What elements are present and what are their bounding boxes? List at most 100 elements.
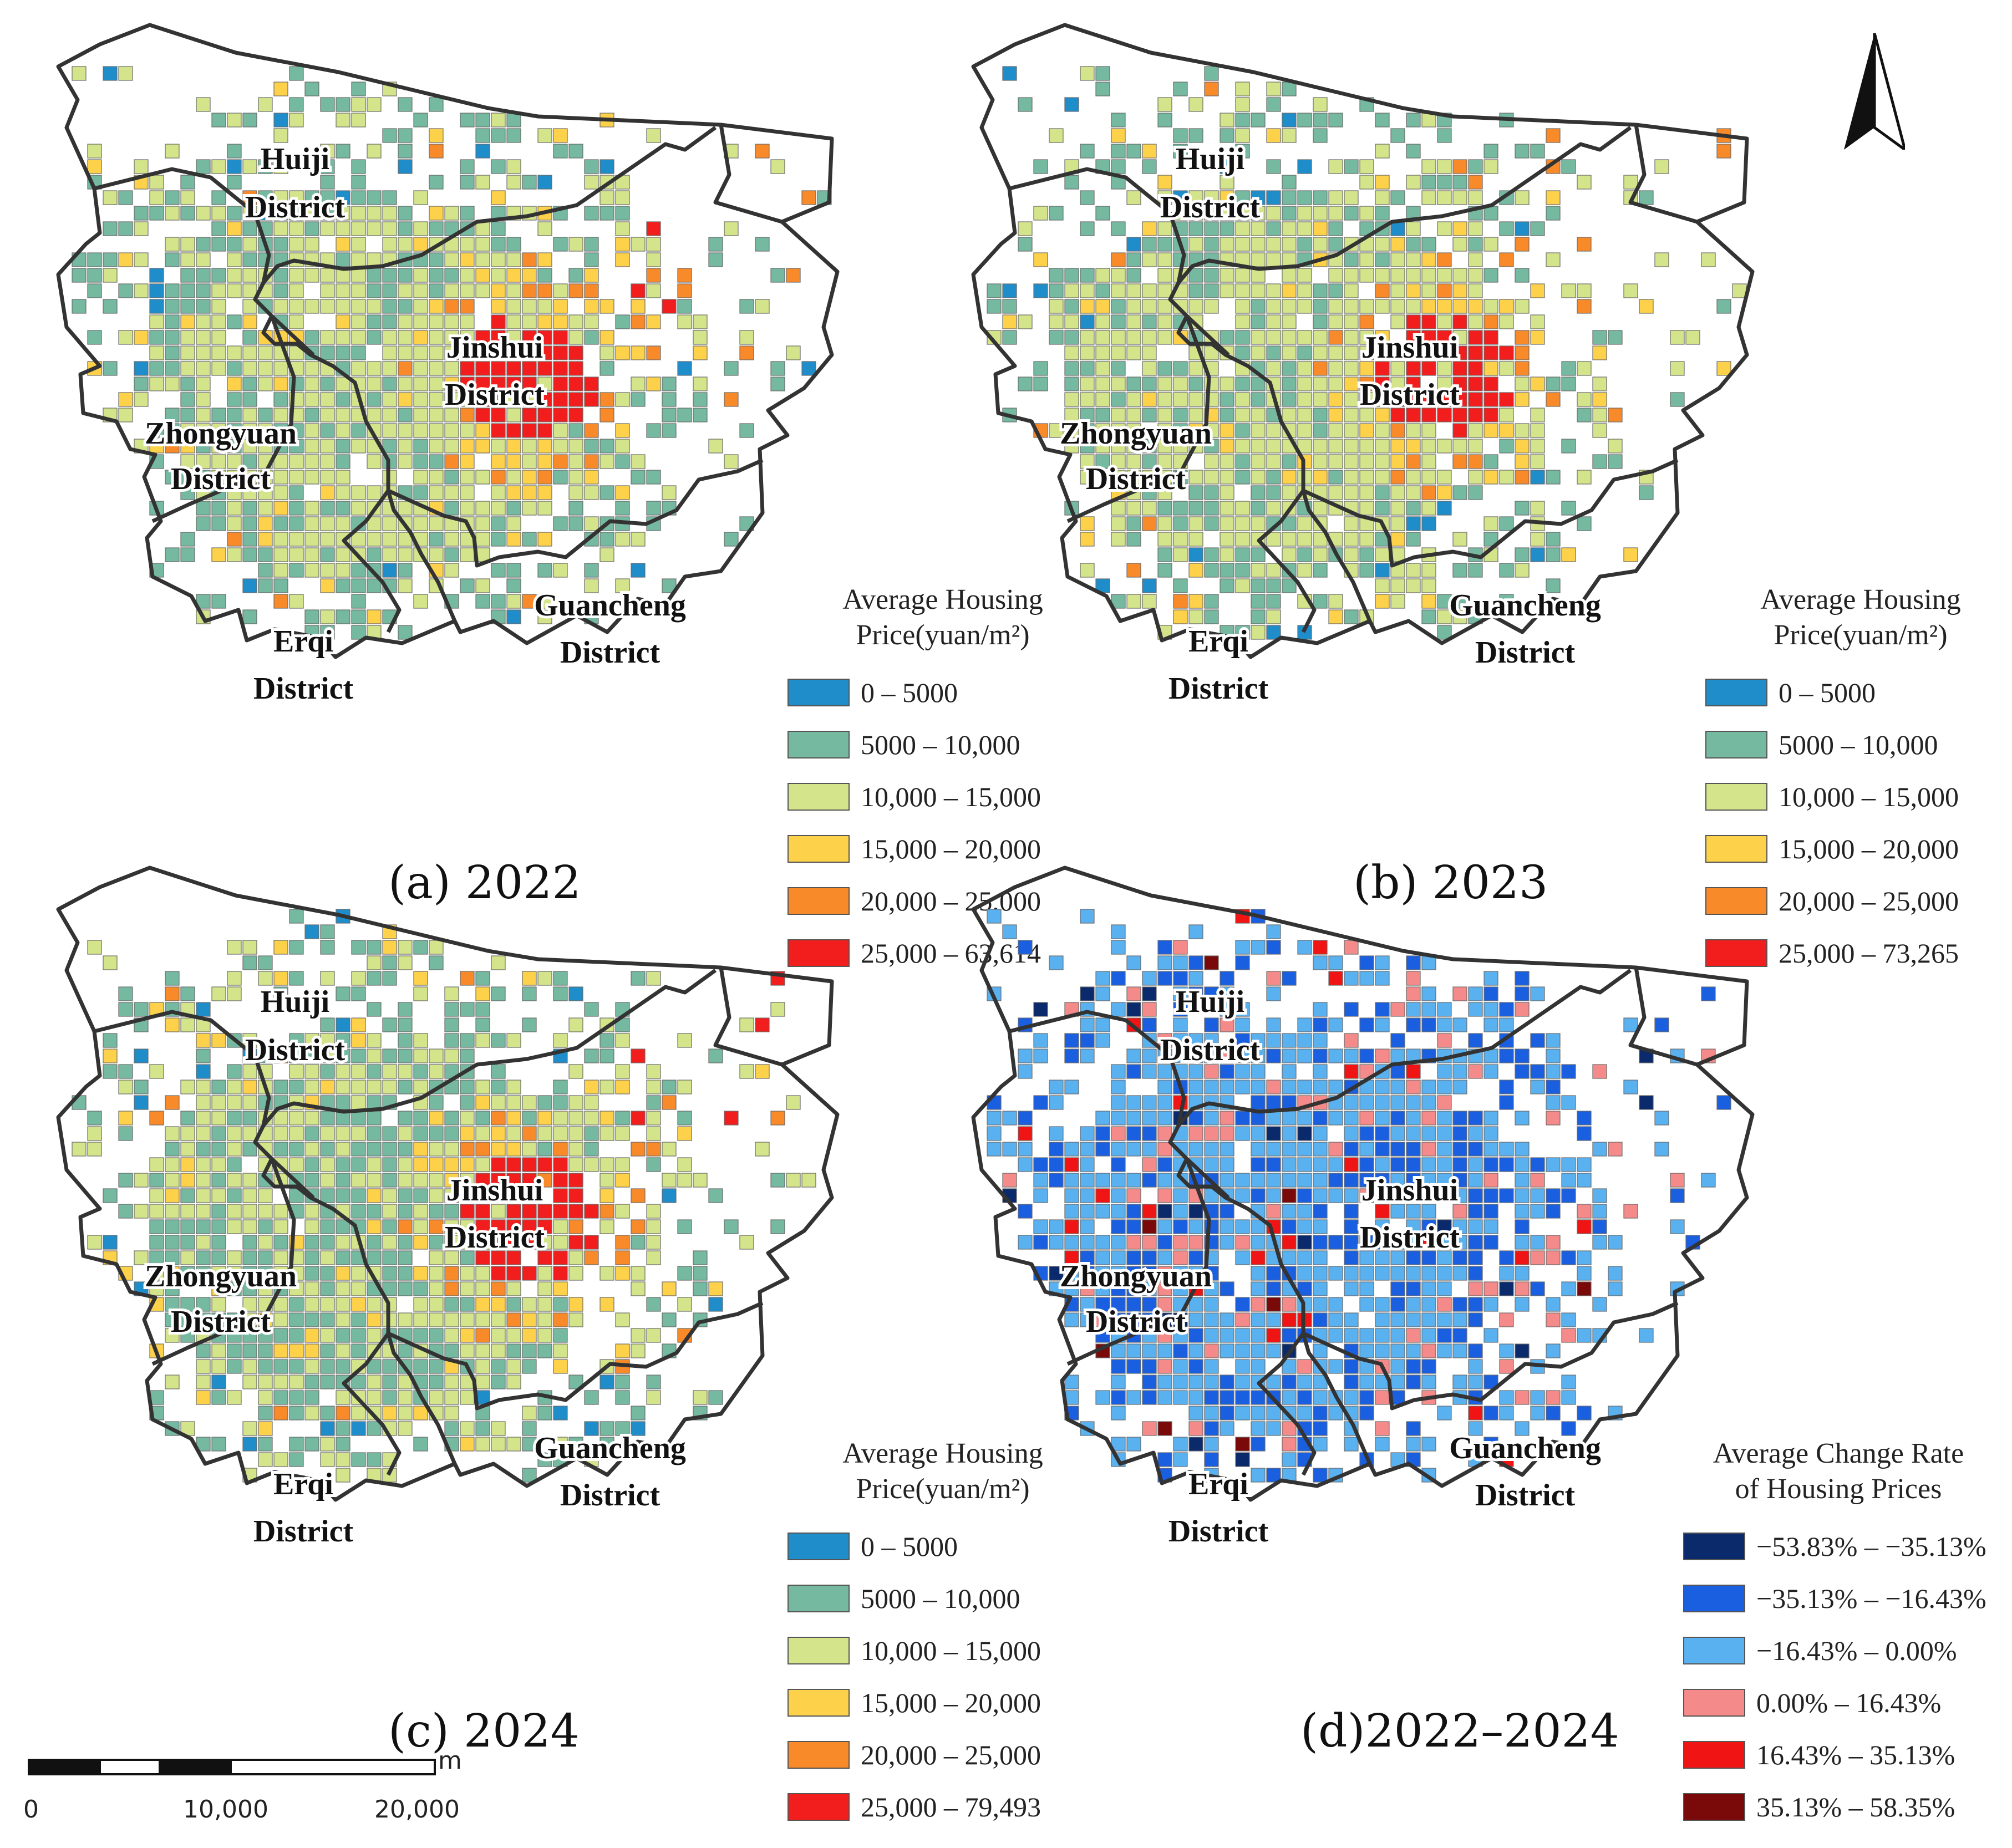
grid-cell [460,1204,475,1219]
grid-cell [1188,1421,1203,1436]
legend-label: −35.13% – −16.43% [1756,1583,1986,1614]
grid-cell [1390,1359,1405,1374]
grid-cell [149,283,164,298]
grid-cell [1452,594,1467,609]
grid-cell [1406,252,1421,267]
grid-cell [1111,1406,1126,1421]
district-label: District [1086,1305,1186,1339]
grid-cell [398,1002,413,1017]
grid-cell [1204,1126,1219,1141]
grid-cell [242,1033,257,1048]
grid-cell [1577,1266,1592,1281]
grid-cell [1095,1188,1110,1203]
grid-cell [1406,1266,1421,1281]
scale-tick-20000: 20,000 [374,1795,460,1824]
grid-cell [1126,1064,1141,1079]
grid-cell [677,314,692,329]
grid-cell [584,1421,599,1436]
grid-cell [475,439,490,454]
grid-cell [289,594,304,609]
grid-cell [242,454,257,469]
grid-cell [1080,299,1095,314]
grid-cell [1406,1250,1421,1265]
grid-cell [336,299,350,314]
grid-cell [584,376,599,391]
grid-cell [537,1111,552,1126]
grid-cell [149,345,164,360]
grid-cell [1577,1173,1592,1188]
grid-cell [491,392,506,407]
grid-cell [227,1266,242,1281]
grid-cell [180,376,195,391]
grid-cell [1406,1126,1421,1141]
grid-cell [227,268,242,283]
grid-cell [1235,516,1250,531]
grid-cell [227,314,242,329]
grid-cell [1235,1173,1250,1188]
grid-cell [304,1343,319,1358]
grid-cell [1421,237,1436,252]
grid-cell [1390,392,1405,407]
grid-cell [1313,330,1328,345]
grid-cell [506,299,521,314]
grid-cell [398,1111,413,1126]
grid-cell [615,206,630,221]
grid-cell [1188,1033,1203,1048]
grid-cell [429,1157,444,1172]
grid-cell [506,501,521,516]
district-boundary [262,126,717,284]
grid-cell [1390,1080,1405,1094]
grid-cell [1282,1048,1297,1063]
grid-cell [506,1437,521,1452]
grid-cell [506,516,521,531]
district-boundary [1302,1301,1679,1411]
grid-cell [165,330,180,345]
grid-cell [1173,1048,1188,1063]
grid-cell [1561,1173,1576,1188]
grid-cell [1421,1188,1436,1203]
grid-cell [1173,1033,1188,1048]
grid-cell [227,501,242,516]
grid-cell [429,1328,444,1343]
grid-cell [1235,392,1250,407]
grid-cell [475,392,490,407]
grid-cell [1188,563,1203,578]
grid-cell [336,314,350,329]
grid-cell [1251,501,1266,516]
grid-cell [1328,1328,1343,1343]
grid-cell [1297,299,1312,314]
district-label: Zhongyuan [145,416,297,451]
grid-cell [1313,361,1328,376]
grid-cell [367,1064,382,1079]
grid-cell [568,392,583,407]
grid-cell [1220,1173,1234,1188]
grid-cell [522,1343,537,1358]
grid-cell [522,1126,537,1141]
grid-cell [382,1359,397,1374]
grid-cell [289,1406,304,1421]
grid-cell [1701,252,1716,267]
grid-cell [1235,1048,1250,1063]
grid-cell [211,299,226,314]
grid-cell [1499,1266,1514,1281]
grid-cell [336,563,350,578]
grid-cell [568,361,583,376]
north-arrow-icon [1844,33,1905,150]
grid-cell [568,1204,583,1219]
grid-cell [1235,1437,1250,1452]
grid-cell [522,252,537,267]
grid-cell [1220,1406,1234,1421]
grid-cell [1468,1188,1483,1203]
grid-cell [1577,1111,1592,1126]
grid-cell [506,578,521,593]
grid-cell [1577,1406,1592,1421]
grid-cell [491,423,506,438]
grid-cell [1344,516,1359,531]
grid-cell [460,1188,475,1203]
grid-cell [429,1312,444,1327]
grid-cell [1126,1437,1141,1452]
grid-cell [1111,470,1126,485]
grid-cell [1157,955,1172,970]
grid-cell [506,268,521,283]
grid-cell [1033,1095,1048,1110]
